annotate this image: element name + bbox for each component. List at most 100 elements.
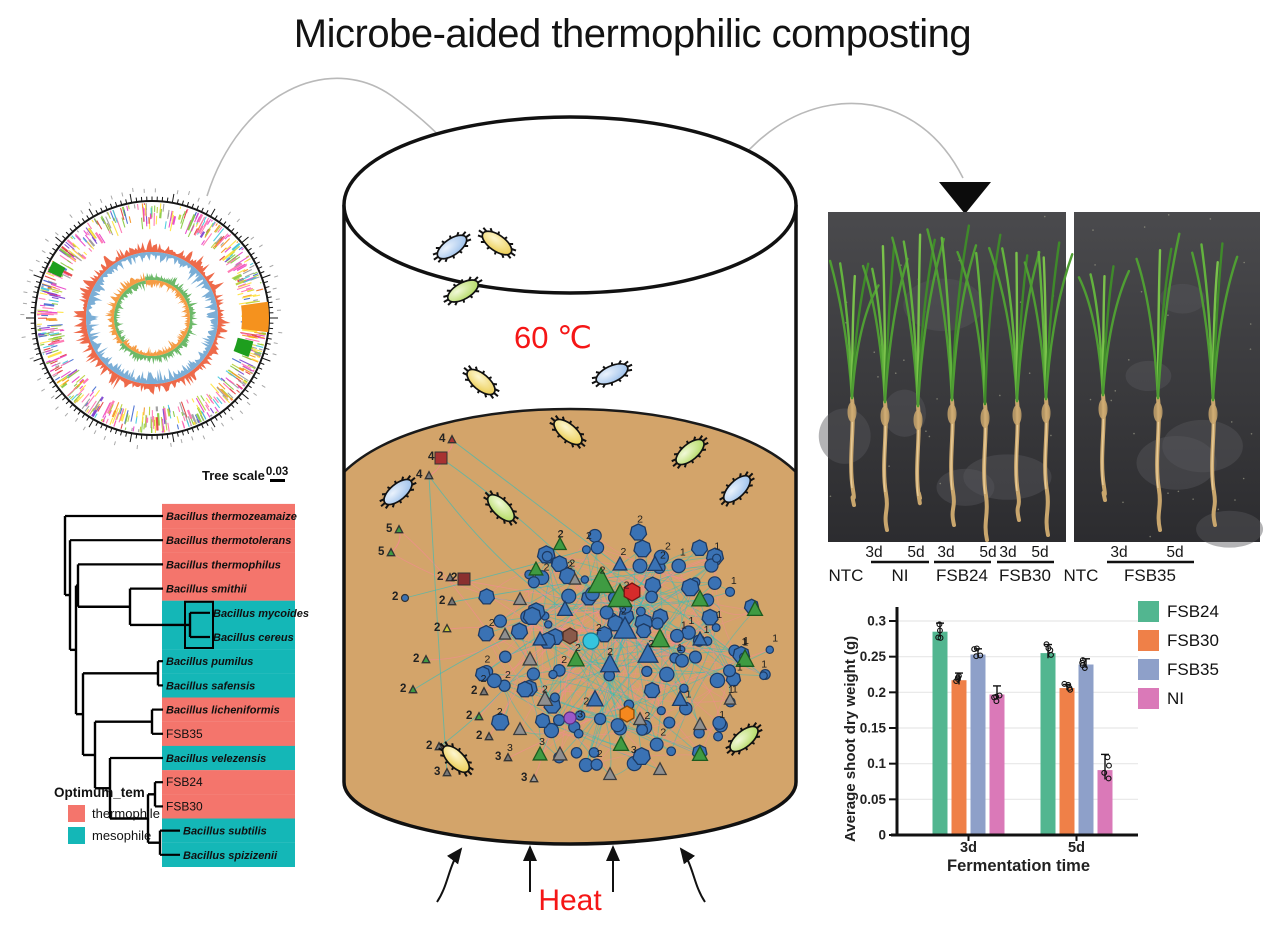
photo-group-label: NTC: [829, 566, 864, 585]
heat-label: Heat: [538, 884, 602, 917]
legend-label: NI: [1167, 688, 1184, 708]
data-point: [936, 621, 943, 628]
network-node-label: 2: [621, 606, 627, 618]
data-point: [1066, 684, 1073, 691]
network-node-label: 2: [575, 642, 581, 654]
network-node-label: 2: [437, 571, 443, 583]
tree-band-row: [162, 697, 295, 722]
tree-leaf-label: Bacillus thermophilus: [166, 559, 281, 571]
data-point: [1105, 775, 1112, 782]
flow-arrow-right-icon: [939, 182, 991, 214]
chart-legend-item-FSB24: FSB24: [1138, 601, 1219, 622]
tree-band-row: [162, 794, 295, 819]
photo-day-label: 5d: [1166, 544, 1183, 561]
network-node-label: 2: [451, 572, 457, 584]
tree-leaf-label: FSB30: [166, 799, 203, 813]
legend-swatch: [1138, 688, 1159, 709]
vessel-opening: [342, 115, 798, 295]
network-node-label: 4: [428, 451, 435, 463]
legend-title: Optimum_tem: [54, 785, 145, 800]
bacterium-icon: [719, 471, 755, 507]
network-node-label: 1: [772, 633, 778, 645]
network-node-label: 2: [481, 673, 487, 685]
legend-swatch: [1138, 630, 1159, 651]
y-tick-label: 0.25: [860, 649, 887, 664]
network-node-label: 2: [471, 685, 477, 697]
network-node-label: 3: [507, 742, 513, 754]
network-node-label: 2: [434, 622, 440, 634]
tree-leaf-label: Bacillus spizizenii: [183, 850, 278, 862]
seedling-photo-right: [1074, 212, 1264, 548]
compost: [342, 407, 798, 846]
data-point: [1061, 680, 1068, 687]
data-point: [1101, 769, 1108, 776]
network-node-label: 2: [489, 617, 495, 629]
photo-day-label: 3d: [1110, 544, 1127, 561]
tree-scale-value: 0.03: [266, 466, 288, 482]
photo-day-label: 5d: [1031, 544, 1048, 561]
data-point: [996, 692, 1003, 699]
network-node-label: 2: [544, 562, 550, 574]
figure-title: Microbe-aided thermophilic composting: [293, 12, 972, 56]
network-node-label: 2: [583, 696, 589, 708]
bar-FSB35-5d: [1078, 664, 1094, 835]
network-node-label: 1: [742, 636, 748, 648]
network-node-label: 2: [624, 579, 630, 591]
tree-band-row: [162, 649, 295, 674]
thermophile-swatch: [68, 805, 85, 822]
bacterium-icon: [438, 741, 474, 777]
heat-arrow-icon: [436, 847, 463, 903]
network-node-label: 2: [476, 730, 482, 742]
network-node-label: 2: [597, 748, 603, 760]
seedling-photos: [818, 212, 1264, 548]
network-node-label: 2: [620, 546, 626, 558]
tree-leaf-label: FSB35: [166, 727, 203, 741]
bacterium-icon: [725, 722, 763, 756]
x-tick-label: 3d: [960, 840, 977, 856]
optimum-temperature-legend: Optimum_tem thermophile mesophile: [54, 785, 160, 844]
legend-swatch: [1138, 659, 1159, 680]
tree-band-row: [162, 721, 295, 746]
network-node-label: 2: [637, 514, 643, 526]
network-node-label: 1: [716, 609, 722, 621]
network-node-label: 2: [557, 528, 563, 540]
data-point: [971, 646, 978, 653]
network-node-label: 1: [743, 635, 749, 647]
y-tick-label: 0.05: [860, 792, 887, 807]
bacterium-icon: [477, 227, 517, 259]
data-point: [1065, 681, 1072, 688]
network-node-label: 2: [607, 646, 613, 658]
bacteria-icons: [379, 227, 763, 777]
bar-FSB24-3d: [932, 631, 948, 835]
data-point: [935, 634, 942, 641]
network-node-label: 1: [732, 683, 738, 695]
tree-band-row: [162, 503, 295, 529]
chart-legend-item-NI: NI: [1138, 688, 1219, 709]
photo-day-label: 5d: [907, 544, 924, 561]
network-node-label: 2: [645, 710, 651, 722]
network-node-label: 2: [466, 710, 472, 722]
data-point: [953, 678, 960, 684]
network-node-label: 2: [497, 706, 503, 718]
data-point: [937, 627, 943, 634]
bacterium-icon: [443, 276, 483, 306]
legend-swatch: [1138, 601, 1159, 622]
chart-legend-item-FSB35: FSB35: [1138, 659, 1219, 680]
network-node-label: 3: [521, 772, 527, 784]
network-node-label: 2: [586, 530, 592, 542]
y-tick-label: 0.1: [867, 756, 886, 771]
data-point: [937, 634, 944, 641]
bar-NI-5d: [1097, 770, 1113, 835]
thermophile-label: thermophile: [92, 806, 160, 821]
network-node-label: 2: [485, 653, 491, 665]
chart-y-axis-label: Average shoot dry weight (g): [842, 635, 859, 842]
tree-leaf-label: Bacillus cereus: [213, 632, 294, 644]
tree-leaf-label: Bacillus pumilus: [166, 656, 253, 668]
network-node-label: 1: [677, 642, 683, 654]
network-node-label: 1: [719, 709, 725, 721]
network-node-label: 2: [392, 591, 398, 603]
legend-item-mesophile: mesophile: [68, 827, 160, 844]
